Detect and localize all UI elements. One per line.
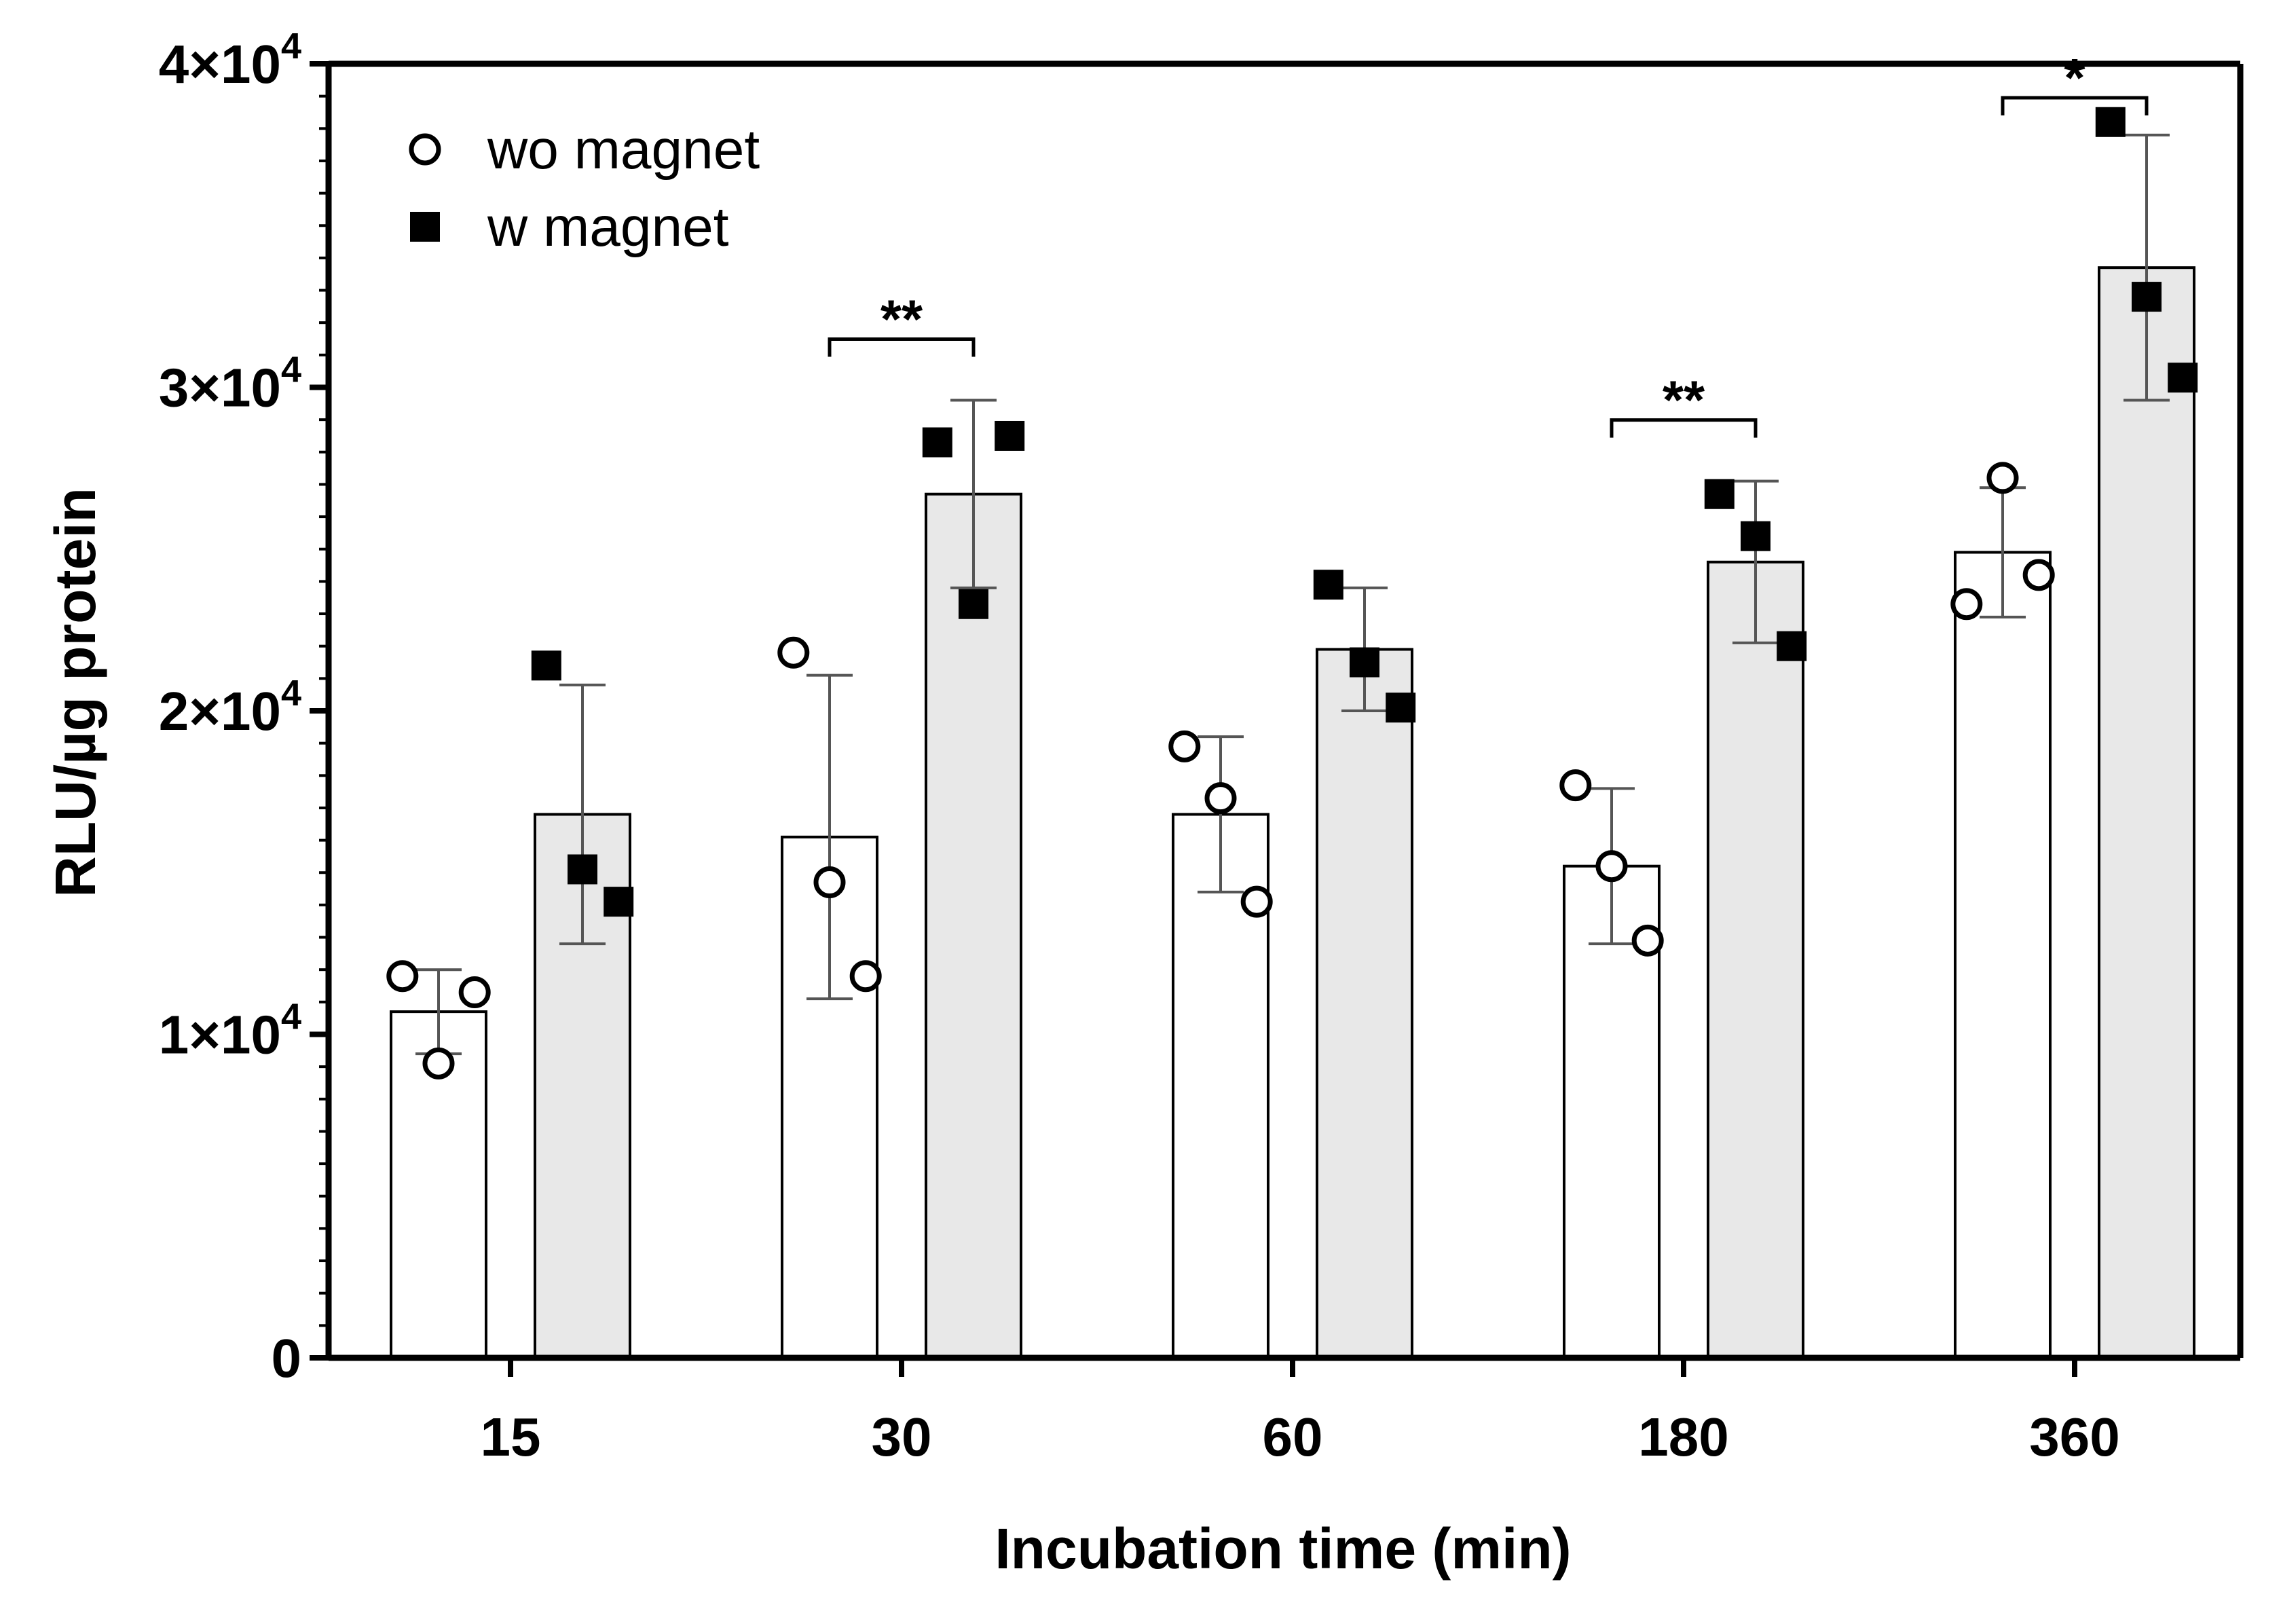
significance-label-360: * (2064, 48, 2085, 108)
point-wo-magnet-30-0 (777, 636, 810, 669)
point-w-magnet-60-0 (1313, 570, 1343, 600)
legend-label-wo-magnet: wo magnet (487, 119, 760, 181)
point-wo-magnet-30-1 (813, 866, 846, 899)
point-wo-magnet-15-0 (386, 960, 419, 993)
y-tick-label: 1×104 (159, 997, 301, 1065)
point-w-magnet-15-2 (604, 887, 634, 917)
x-tick-label-60: 60 (1263, 1407, 1323, 1467)
significance-bracket-360 (2001, 96, 2149, 115)
point-wo-magnet-360-0 (1950, 588, 1983, 621)
point-w-magnet-360-0 (2095, 107, 2126, 137)
significance-bracket-30 (828, 337, 976, 357)
point-w-magnet-180-0 (1704, 479, 1735, 509)
y-tick-label: 0 (272, 1328, 302, 1388)
legend-marker-wo-magnet (409, 133, 441, 166)
point-wo-magnet-60-1 (1204, 782, 1237, 815)
significance-label-180: ** (1663, 370, 1705, 430)
point-w-magnet-30-2 (995, 420, 1025, 451)
y-tick-label: 3×104 (159, 350, 301, 418)
bar-w-magnet-30 (925, 492, 1022, 1359)
point-wo-magnet-180-1 (1595, 850, 1628, 883)
point-w-magnet-360-1 (2132, 282, 2162, 312)
point-w-magnet-60-2 (1386, 693, 1416, 723)
bar-w-magnet-180 (1707, 560, 1804, 1359)
significance-label-30: ** (880, 289, 923, 350)
point-wo-magnet-15-1 (422, 1047, 455, 1079)
bars (390, 266, 2195, 1360)
significance-bracket-180 (1610, 418, 1758, 438)
point-wo-magnet-180-0 (1559, 769, 1592, 802)
data-points (386, 107, 2198, 1079)
point-wo-magnet-15-2 (458, 976, 491, 1009)
x-tick-label-30: 30 (872, 1407, 932, 1467)
point-w-magnet-15-0 (531, 650, 561, 681)
x-tick-label-360: 360 (2029, 1407, 2119, 1467)
x-tick-label-180: 180 (1638, 1407, 1728, 1467)
point-w-magnet-60-1 (1350, 647, 1379, 678)
x-tick-label-15: 15 (481, 1407, 541, 1467)
error-bars (415, 133, 2170, 1056)
legend: wo magnet w magnet (409, 119, 760, 258)
point-w-magnet-360-2 (2168, 363, 2198, 393)
bar-w-magnet-360 (2098, 266, 2195, 1360)
y-axis-title: RLU/µg protein (43, 487, 107, 898)
point-w-magnet-180-1 (1741, 521, 1770, 551)
significance-brackets: ***** (828, 48, 2149, 438)
point-wo-magnet-30-2 (849, 960, 882, 993)
legend-label-w-magnet: w magnet (487, 196, 729, 258)
bar-wo-magnet-360 (1954, 551, 2052, 1359)
point-wo-magnet-60-0 (1168, 730, 1201, 762)
point-w-magnet-15-1 (568, 854, 597, 885)
legend-marker-w-magnet (410, 212, 440, 242)
x-axis-title: Incubation time (min) (995, 1517, 1571, 1581)
point-wo-magnet-60-2 (1240, 885, 1273, 918)
point-w-magnet-30-0 (922, 427, 952, 458)
point-w-magnet-30-1 (959, 589, 988, 619)
point-wo-magnet-180-2 (1631, 924, 1664, 957)
point-w-magnet-180-2 (1777, 631, 1807, 661)
bar-w-magnet-60 (1316, 648, 1413, 1360)
point-wo-magnet-360-2 (2022, 559, 2055, 591)
y-tick-label: 2×104 (159, 673, 301, 741)
point-wo-magnet-360-1 (1986, 462, 2019, 494)
y-tick-label: 4×104 (159, 26, 301, 94)
x-axis-ticks: 15 30 60 180 360 (481, 1358, 2120, 1467)
y-axis-ticks: 0 1×104 2×104 3×104 4×104 (159, 26, 329, 1388)
